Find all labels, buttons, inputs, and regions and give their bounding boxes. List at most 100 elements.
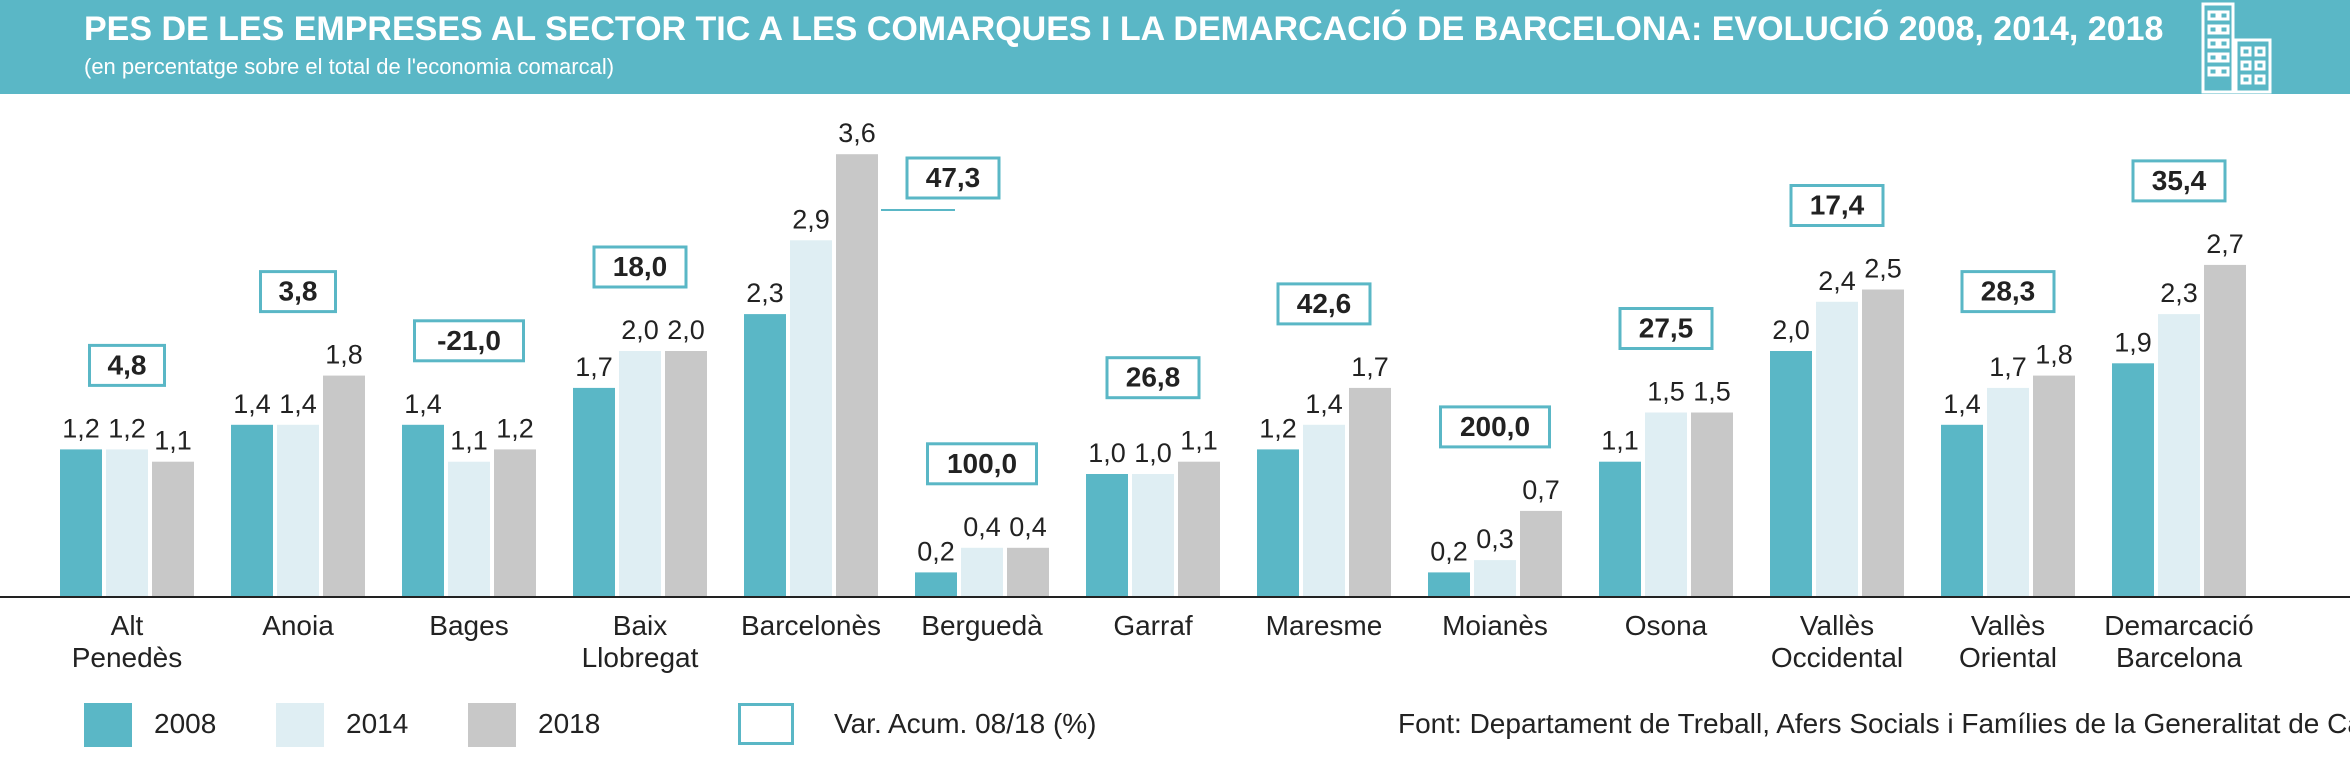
category-label-6: Garraf	[1113, 610, 1193, 641]
data-label-2014-6: 1,0	[1134, 438, 1172, 468]
bar-2014-1	[277, 424, 319, 597]
bar-2014-7	[1303, 424, 1345, 597]
bar-2018-7	[1349, 387, 1391, 597]
bar-2014-0	[106, 449, 148, 597]
variation-box-9	[1618, 307, 1714, 350]
variation-label-3: 18,0	[613, 251, 668, 282]
variation-box-5	[926, 442, 1038, 486]
bar-2014-12	[2158, 314, 2200, 597]
data-label-2018-10: 2,5	[1864, 254, 1902, 284]
bar-2008-2	[402, 424, 444, 597]
category-label-7: Maresme	[1266, 610, 1383, 641]
title-banner	[0, 0, 2350, 94]
bar-2018-5	[1007, 547, 1049, 597]
data-label-2014-1: 1,4	[279, 389, 317, 419]
bar-2008-9	[1599, 461, 1641, 597]
category-label-12: Demarcació	[2104, 610, 2253, 641]
bar-2014-4	[790, 240, 832, 598]
chart-title: PES DE LES EMPRESES AL SECTOR TIC A LES …	[84, 10, 2164, 48]
bar-2018-10	[1862, 289, 1904, 597]
variation-label-0: 4,8	[108, 349, 147, 380]
category-label-11: Vallès	[1971, 610, 2045, 641]
category-label-3: Baix	[613, 610, 667, 641]
bar-2008-11	[1941, 424, 1983, 597]
variation-box-11	[1960, 270, 2056, 314]
bar-2018-3	[665, 351, 707, 597]
category-label-10: Vallès	[1800, 610, 1874, 641]
source-note: Font: Departament de Treball, Afers Soci…	[1398, 708, 2350, 739]
category-label-4: Barcelonès	[741, 610, 881, 641]
data-label-2008-3: 1,7	[575, 352, 613, 382]
bar-2014-11	[1987, 387, 2029, 597]
data-label-2018-12: 2,7	[2206, 229, 2244, 259]
legend-label-2008: 2008	[154, 708, 217, 739]
buildings-icon	[2201, 2, 2272, 94]
bar-2008-5	[915, 572, 957, 597]
legend-label-2014: 2014	[346, 708, 409, 739]
data-label-2018-2: 1,2	[496, 413, 534, 443]
data-label-2008-11: 1,4	[1943, 389, 1981, 419]
data-label-2014-3: 2,0	[621, 315, 659, 345]
data-label-2008-10: 2,0	[1772, 315, 1810, 345]
variation-label-11: 28,3	[1981, 276, 2036, 307]
bar-2008-3	[573, 387, 615, 597]
data-label-2014-7: 1,4	[1305, 389, 1343, 419]
data-label-2014-4: 2,9	[792, 204, 830, 234]
data-label-2008-6: 1,0	[1088, 438, 1126, 468]
variation-box-3	[592, 245, 688, 289]
bar-2014-5	[961, 547, 1003, 597]
variation-box-10	[1789, 184, 1885, 227]
legend-swatch-2008	[84, 703, 132, 747]
data-label-2008-4: 2,3	[746, 278, 784, 308]
bar-2008-1	[231, 424, 273, 597]
data-label-2008-0: 1,2	[62, 413, 100, 443]
variation-label-4: 47,3	[926, 162, 981, 193]
variation-box-12	[2131, 159, 2227, 203]
variation-label-6: 26,8	[1126, 362, 1181, 393]
data-label-2018-1: 1,8	[325, 340, 363, 370]
data-label-2014-2: 1,1	[450, 426, 488, 456]
category-label-11-b: Oriental	[1959, 642, 2057, 673]
data-label-2018-5: 0,4	[1009, 512, 1047, 542]
legend-label-variation: Var. Acum. 08/18 (%)	[834, 708, 1097, 739]
bar-2014-6	[1132, 474, 1174, 597]
bar-2014-2	[448, 461, 490, 597]
bar-2014-8	[1474, 560, 1516, 597]
data-label-2014-8: 0,3	[1476, 524, 1514, 554]
variation-box-0	[88, 343, 166, 387]
category-label-8: Moianès	[1442, 610, 1548, 641]
data-label-2018-9: 1,5	[1693, 377, 1731, 407]
bar-2018-0	[152, 461, 194, 597]
data-label-2018-4: 3,6	[838, 118, 876, 148]
variation-box-7	[1276, 282, 1372, 326]
data-label-2014-12: 2,3	[2160, 278, 2198, 308]
data-label-2014-5: 0,4	[963, 512, 1001, 542]
data-label-2018-11: 1,8	[2035, 340, 2073, 370]
variation-box-6	[1105, 356, 1201, 400]
bar-2018-12	[2204, 264, 2246, 597]
data-label-2014-9: 1,5	[1647, 377, 1685, 407]
category-label-12-b: Barcelona	[2116, 642, 2243, 673]
variation-box-1	[259, 270, 337, 314]
bar-2018-4	[836, 154, 878, 597]
bar-2018-2	[494, 449, 536, 597]
bar-2008-0	[60, 449, 102, 597]
data-label-2018-7: 1,7	[1351, 352, 1389, 382]
data-label-2008-7: 1,2	[1259, 413, 1297, 443]
variation-box-8	[1439, 405, 1551, 449]
category-label-5: Berguedà	[921, 610, 1043, 641]
bar-2008-10	[1770, 351, 1812, 597]
legend-swatch-2014	[276, 703, 324, 747]
data-label-2008-2: 1,4	[404, 389, 442, 419]
category-label-3-b: Llobregat	[582, 642, 699, 673]
variation-label-2: -21,0	[437, 325, 501, 356]
data-label-2008-12: 1,9	[2114, 327, 2152, 357]
bar-2014-9	[1645, 412, 1687, 597]
data-label-2008-1: 1,4	[233, 389, 271, 419]
variation-label-12: 35,4	[2152, 165, 2207, 196]
bar-2008-6	[1086, 474, 1128, 597]
legend-swatch-variation	[738, 703, 794, 745]
variation-box-4	[905, 156, 1001, 200]
variation-label-9: 27,5	[1639, 313, 1694, 344]
